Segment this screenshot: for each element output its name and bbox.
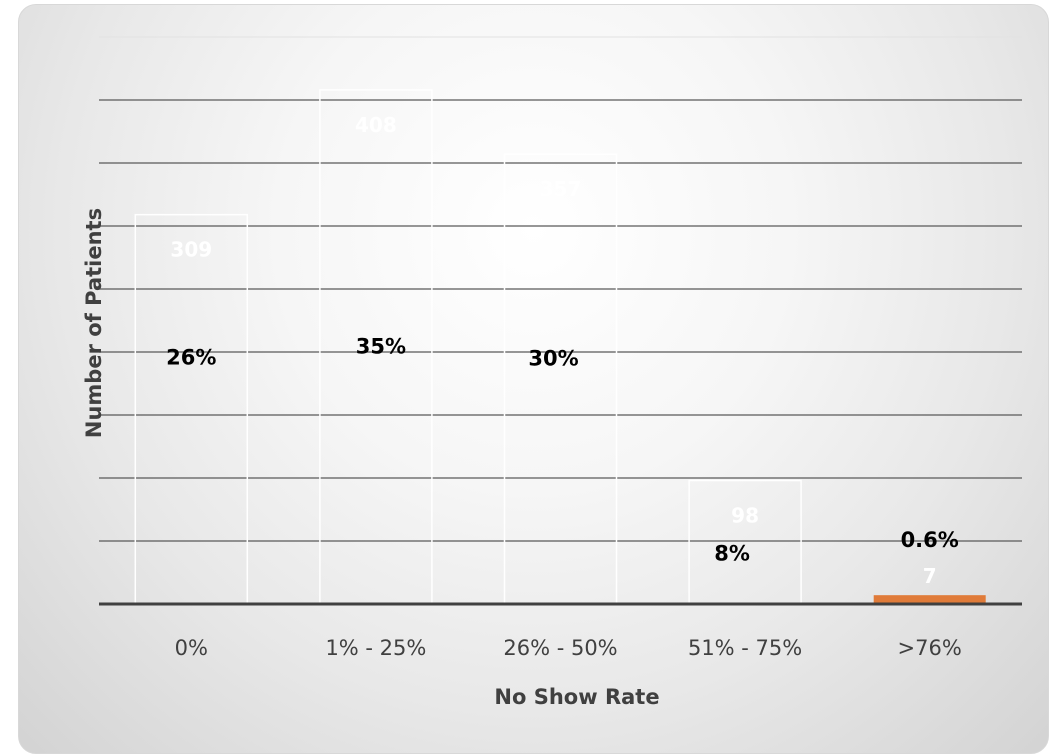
- percent-label: 0.6%: [901, 528, 959, 552]
- value-label: 408: [355, 113, 397, 137]
- bar: [134, 213, 249, 605]
- percent-label: 30%: [528, 347, 578, 371]
- value-label: 7: [923, 564, 937, 588]
- x-tick-label: 26% - 50%: [503, 636, 617, 660]
- percent-label: 26%: [166, 346, 216, 370]
- chart-panel: 309 26% 0% 408 35% 1% - 25% 357 30% 26% - 50% 98 8…: [18, 4, 1049, 754]
- x-tick-label: 51% - 75%: [688, 636, 802, 660]
- x-tick-label: >76%: [898, 636, 962, 660]
- bar: [873, 595, 986, 604]
- value-label: 357: [540, 177, 582, 201]
- x-axis-label: No Show Rate: [494, 685, 660, 709]
- y-axis-label: Number of Patients: [82, 207, 106, 439]
- x-tick-label: 1% - 25%: [325, 636, 426, 660]
- bar: [503, 153, 618, 605]
- value-label: 98: [731, 504, 759, 528]
- bar-chart: 309 26% 0% 408 35% 1% - 25% 357 30% 26% - 50% 98 8…: [99, 36, 1022, 660]
- value-label: 309: [170, 238, 212, 262]
- percent-label: 35%: [356, 335, 406, 359]
- x-tick-label: 0%: [175, 636, 208, 660]
- percent-label: 8%: [714, 542, 750, 566]
